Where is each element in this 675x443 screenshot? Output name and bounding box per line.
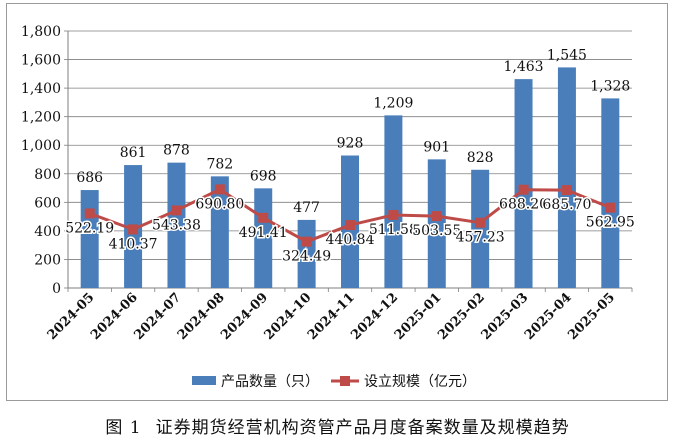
- y-tick-label: 1,800: [21, 24, 61, 40]
- line-marker: [84, 208, 95, 219]
- line-value-label: 503.55: [412, 223, 461, 239]
- bar: [80, 190, 99, 288]
- bar: [210, 176, 229, 288]
- legend-bar-swatch: [192, 376, 216, 385]
- line-value-label: 511.58: [369, 222, 418, 238]
- figure-number: 图 1: [105, 418, 142, 438]
- line-value-label: 543.38: [152, 217, 201, 233]
- y-tick-label: 200: [34, 252, 61, 268]
- bar: [557, 67, 576, 289]
- line-marker: [561, 185, 572, 196]
- bar-value-label: 698: [250, 168, 277, 184]
- bar: [514, 79, 533, 288]
- line-marker: [301, 236, 312, 247]
- y-tick-label: 600: [34, 195, 61, 211]
- legend-line-label: 设立规模（亿元）: [364, 374, 476, 390]
- figure-title: 证券期货经营机构资管产品月度备案数量及规模趋势: [155, 418, 570, 438]
- line-value-label: 491.41: [239, 225, 288, 241]
- bar: [384, 115, 403, 288]
- bar-value-label: 1,328: [590, 78, 630, 94]
- chart-frame: 0 200 400 600 800 1,000 1,200 1,400 1,600 1,800 20…: [6, 3, 668, 401]
- bar-value-label: 901: [423, 139, 450, 155]
- line-value-label: 688.20: [499, 197, 548, 213]
- line-marker: [214, 184, 225, 195]
- bar-value-label: 1,209: [373, 95, 413, 111]
- bar-series: [80, 67, 620, 289]
- legend-bar-label: 产品数量（只）: [221, 374, 319, 390]
- y-tick-label: 0: [52, 281, 61, 297]
- data-labels: 686 861 878 782 698 477 928 1,209 901 828 1,4631,5…: [64, 47, 637, 266]
- y-tick-label: 1,000: [21, 138, 61, 154]
- line-marker: [258, 212, 269, 223]
- bar: [427, 159, 446, 288]
- line-marker: [518, 184, 529, 195]
- y-tick-label: 1,200: [21, 110, 61, 126]
- line-marker: [345, 220, 355, 231]
- line-value-label: 440.84: [326, 232, 375, 248]
- bar-value-label: 1,545: [547, 47, 587, 63]
- bar-line-chart: 0 200 400 600 800 1,000 1,200 1,400 1,600 1,800 20…: [21, 24, 637, 390]
- line-value-label: 685.70: [542, 197, 591, 213]
- line-value-label: 457.23: [456, 230, 505, 246]
- y-tick-label: 1,400: [21, 81, 61, 97]
- line-value-label: 410.37: [109, 236, 158, 252]
- bar: [601, 98, 620, 288]
- bar-value-label: 828: [467, 150, 494, 166]
- bar-value-label: 477: [293, 200, 320, 216]
- bar: [167, 162, 186, 288]
- bar-value-label: 878: [163, 143, 190, 159]
- y-tick-label: 1,600: [21, 53, 61, 69]
- bar-value-label: 861: [120, 145, 147, 161]
- line-value-label: 324.49: [282, 249, 331, 265]
- legend: 产品数量（只） 设立规模（亿元）: [192, 374, 476, 390]
- line-marker: [605, 202, 616, 213]
- x-tick-label: 2025-05: [565, 290, 618, 343]
- line-marker: [128, 224, 139, 235]
- line-value-label: 562.95: [586, 215, 635, 231]
- y-tick-label: 800: [34, 167, 61, 183]
- line-series: [84, 184, 616, 247]
- line-marker: [431, 211, 442, 222]
- line-value-label: 690.80: [195, 196, 244, 212]
- line-marker: [388, 209, 399, 220]
- bar: [471, 169, 490, 288]
- bar-value-label: 1,463: [503, 59, 543, 75]
- y-tick-label: 400: [34, 224, 61, 240]
- line-value-label: 522.19: [65, 220, 114, 236]
- figure-caption: 图 1 证券期货经营机构资管产品月度备案数量及规模趋势: [0, 413, 675, 438]
- legend-line-marker: [340, 376, 350, 386]
- bar-value-label: 782: [206, 156, 233, 172]
- line-marker: [475, 217, 486, 228]
- line-marker: [171, 205, 182, 216]
- bar-value-label: 686: [76, 170, 103, 186]
- bar-value-label: 928: [337, 136, 364, 152]
